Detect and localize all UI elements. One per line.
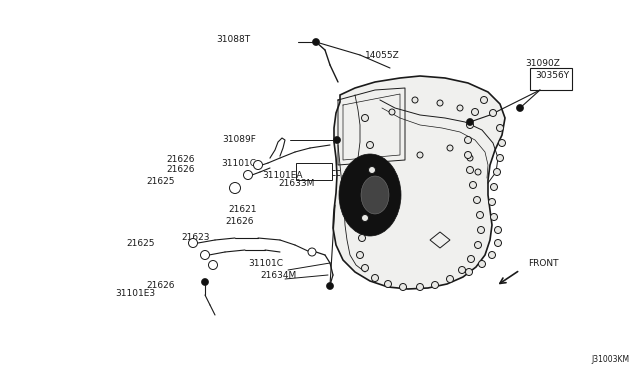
Circle shape: [200, 250, 209, 260]
Circle shape: [467, 119, 474, 125]
Circle shape: [467, 256, 474, 263]
Text: 21626: 21626: [166, 166, 195, 174]
Circle shape: [481, 96, 488, 103]
Text: 31089F: 31089F: [222, 135, 256, 144]
Text: 31101C: 31101C: [248, 259, 283, 267]
Text: J31003KM: J31003KM: [592, 355, 630, 364]
Circle shape: [465, 151, 472, 158]
Circle shape: [458, 266, 465, 273]
Bar: [530, 68, 572, 90]
Circle shape: [477, 212, 483, 218]
Circle shape: [367, 141, 374, 148]
Text: 31101E3: 31101E3: [115, 289, 155, 298]
Circle shape: [308, 248, 316, 256]
Circle shape: [356, 251, 364, 259]
Circle shape: [326, 282, 333, 289]
Circle shape: [475, 169, 481, 175]
Circle shape: [399, 283, 406, 291]
Circle shape: [389, 109, 395, 115]
Circle shape: [477, 227, 484, 234]
Text: 21625: 21625: [147, 177, 175, 186]
Text: 21626: 21626: [147, 280, 175, 289]
Text: 21626: 21626: [166, 155, 195, 164]
Circle shape: [465, 137, 472, 144]
Circle shape: [243, 170, 253, 180]
Text: 30356Y: 30356Y: [535, 71, 569, 80]
Circle shape: [488, 199, 495, 205]
Text: 21634M: 21634M: [260, 270, 296, 279]
Circle shape: [369, 167, 376, 173]
Circle shape: [362, 115, 369, 122]
Circle shape: [367, 192, 374, 199]
Text: 31088T: 31088T: [216, 35, 250, 45]
Text: 21623: 21623: [182, 232, 210, 241]
Circle shape: [479, 260, 486, 267]
Circle shape: [495, 227, 502, 234]
Circle shape: [385, 280, 392, 288]
Polygon shape: [333, 76, 505, 289]
Text: 31090Z: 31090Z: [525, 58, 560, 67]
Circle shape: [312, 38, 319, 45]
Circle shape: [467, 122, 474, 128]
Text: 21621: 21621: [228, 205, 257, 215]
Circle shape: [358, 234, 365, 241]
Circle shape: [490, 109, 497, 116]
Circle shape: [189, 238, 198, 247]
Ellipse shape: [361, 176, 389, 214]
Text: 21626: 21626: [225, 218, 253, 227]
Circle shape: [467, 155, 473, 161]
Bar: [296, 163, 332, 180]
Circle shape: [417, 152, 423, 158]
Text: FRONT: FRONT: [528, 259, 559, 267]
Text: 31101EA: 31101EA: [262, 171, 303, 180]
Text: 21633M: 21633M: [278, 180, 314, 189]
Circle shape: [495, 240, 502, 247]
Text: 31101C: 31101C: [221, 158, 256, 167]
Circle shape: [488, 251, 495, 259]
Circle shape: [412, 97, 418, 103]
Circle shape: [202, 279, 209, 285]
Circle shape: [362, 215, 369, 221]
Circle shape: [437, 100, 443, 106]
Circle shape: [209, 260, 218, 269]
Circle shape: [431, 282, 438, 289]
Circle shape: [490, 214, 497, 221]
Circle shape: [230, 183, 241, 193]
Circle shape: [493, 169, 500, 176]
Circle shape: [472, 109, 479, 115]
Circle shape: [371, 275, 378, 282]
Circle shape: [447, 145, 453, 151]
Circle shape: [474, 196, 481, 203]
Circle shape: [417, 283, 424, 291]
Circle shape: [490, 183, 497, 190]
Circle shape: [474, 241, 481, 248]
Circle shape: [497, 154, 504, 161]
Circle shape: [499, 140, 506, 147]
Circle shape: [516, 105, 524, 112]
Circle shape: [465, 269, 472, 276]
Text: 21625: 21625: [127, 240, 155, 248]
Circle shape: [470, 182, 477, 189]
Circle shape: [447, 276, 454, 282]
Circle shape: [362, 264, 369, 272]
Circle shape: [333, 137, 340, 144]
Circle shape: [497, 125, 504, 131]
Ellipse shape: [339, 154, 401, 236]
Circle shape: [457, 105, 463, 111]
Text: 14055Z: 14055Z: [365, 51, 400, 60]
Circle shape: [253, 160, 262, 170]
Circle shape: [467, 167, 474, 173]
